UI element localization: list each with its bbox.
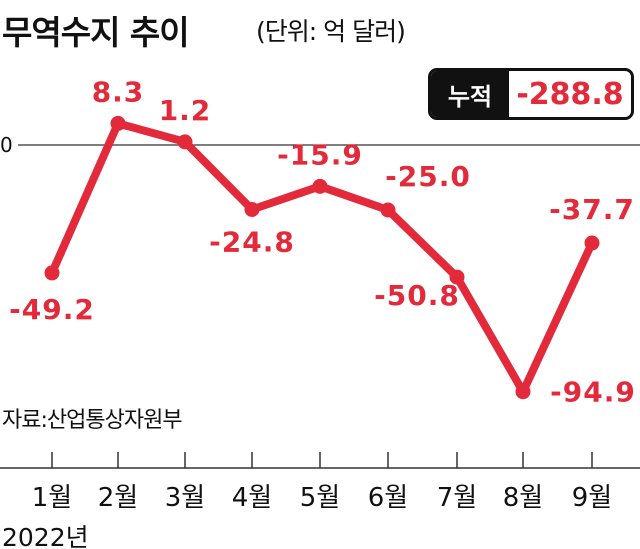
- data-label: -49.2: [9, 293, 95, 326]
- chart-title: 무역수지 추이: [2, 13, 190, 52]
- data-label: -25.0: [385, 160, 471, 193]
- cumulative-value: -288.8: [516, 76, 624, 112]
- data-point: [244, 201, 260, 217]
- data-label: -94.9: [550, 376, 636, 409]
- chart-unit: (단위: 억 달러): [256, 17, 406, 46]
- data-label: 8.3: [92, 75, 145, 108]
- data-point: [110, 115, 126, 131]
- x-tick-label: 1월: [32, 483, 72, 513]
- x-tick-label: 6월: [368, 483, 408, 513]
- source-note: 자료:산업통상자원부: [2, 408, 183, 433]
- year-label: 2022년: [2, 523, 89, 549]
- data-label: -24.8: [209, 225, 295, 258]
- x-tick-label: 2월: [98, 483, 138, 513]
- data-label: -15.9: [277, 138, 363, 171]
- data-label: 1.2: [159, 94, 212, 127]
- x-tick-label: 4월: [232, 483, 272, 513]
- data-point: [177, 134, 193, 150]
- data-point: [44, 265, 60, 281]
- y-tick-label-zero: 0: [0, 133, 13, 157]
- data-point: [515, 384, 531, 400]
- data-point: [380, 202, 396, 218]
- x-tick-label: 5월: [300, 483, 340, 513]
- data-point: [449, 269, 465, 285]
- x-tick-label: 8월: [503, 483, 543, 513]
- cumulative-label: 누적: [431, 71, 509, 117]
- x-tick-label: 7월: [437, 483, 477, 513]
- data-label: -50.8: [374, 279, 460, 312]
- data-label: -37.7: [549, 193, 635, 226]
- data-point: [312, 178, 328, 194]
- x-tick-label: 9월: [572, 483, 612, 513]
- cumulative-badge: 누적 -288.8: [428, 68, 634, 120]
- x-tick-label: 3월: [165, 483, 205, 513]
- data-point: [584, 235, 600, 251]
